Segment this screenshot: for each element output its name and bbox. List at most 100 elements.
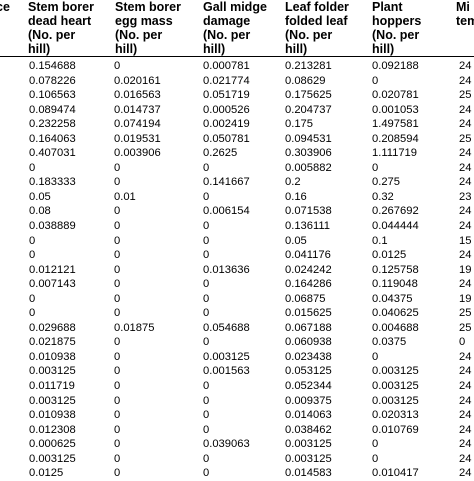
cell-col-min-temp: 25: [459, 307, 472, 320]
cell-plant-hoppers: 0.040625: [372, 307, 419, 320]
cell-stem-borer-dead-heart: 0: [29, 307, 36, 320]
cell-leaf-folder-folded-leaf: 0.2: [285, 176, 301, 189]
cell-leaf-folder-folded-leaf: 0.060938: [285, 336, 332, 349]
cell-stem-borer-egg-mass: 0: [114, 249, 121, 262]
cell-stem-borer-egg-mass: 0: [114, 423, 121, 436]
cell-stem-borer-dead-heart: 0.089474: [29, 103, 76, 116]
cell-stem-borer-dead-heart: 0.164063: [29, 132, 76, 145]
cell-stem-borer-egg-mass: 0: [114, 336, 121, 349]
cell-gall-midge-damage: 0.141667: [203, 176, 250, 189]
cell-stem-borer-egg-mass: 0: [114, 394, 121, 407]
cell-leaf-folder-folded-leaf: 0.136111: [285, 220, 330, 233]
header-gall-midge-damage: Gall midge damage (No. per hill): [203, 0, 267, 56]
cell-gall-midge-damage: 0: [203, 394, 210, 407]
header-line: (No. per: [115, 28, 163, 42]
table-row: 0.089474 0.014737 0.000526 0.204737 0.001053…: [0, 103, 474, 118]
cell-stem-borer-dead-heart: 0.05: [29, 190, 51, 203]
table-row: 0.011719 0 0 0.052344 0.003125 24: [0, 379, 474, 394]
cell-stem-borer-dead-heart: 0.029688: [29, 321, 76, 334]
cell-plant-hoppers: 0.004688: [372, 321, 419, 334]
cell-stem-borer-dead-heart: 0.011719: [29, 380, 75, 393]
cell-stem-borer-egg-mass: 0: [114, 365, 121, 378]
cell-leaf-folder-folded-leaf: 0.071538: [285, 205, 332, 218]
header-line: (No. per: [285, 28, 333, 42]
cell-col-min-temp: 24: [459, 220, 472, 233]
cell-gall-midge-damage: 0: [203, 452, 210, 465]
cell-leaf-folder-folded-leaf: 0.06875: [285, 292, 326, 305]
cell-leaf-folder-folded-leaf: 0.164286: [285, 278, 332, 291]
cell-leaf-folder-folded-leaf: 0.015625: [285, 307, 332, 320]
header-line: hoppers: [372, 14, 422, 28]
cell-col-min-temp: 15: [459, 234, 472, 247]
table-row: 0.164063 0.019531 0.050781 0.094531 0.208594…: [0, 132, 474, 147]
cell-leaf-folder-folded-leaf: 0.003125: [285, 452, 332, 465]
cell-gall-midge-damage: 0: [203, 423, 210, 436]
cell-stem-borer-egg-mass: 0: [114, 60, 121, 72]
cell-plant-hoppers: 0.044444: [372, 220, 419, 233]
cell-stem-borer-dead-heart: 0.012308: [29, 423, 76, 436]
header-stem-borer-egg-mass: Stem borer egg mass (No. per hill): [115, 0, 181, 56]
cell-stem-borer-egg-mass: 0: [114, 234, 121, 247]
header-line: hill): [115, 42, 138, 56]
cell-leaf-folder-folded-leaf: 0.204737: [285, 103, 332, 116]
cell-col-min-temp: 24: [459, 365, 472, 378]
cell-gall-midge-damage: 0: [203, 220, 210, 233]
header-line: Plant: [372, 0, 403, 14]
cell-plant-hoppers: 0.003125: [372, 365, 419, 378]
cell-stem-borer-egg-mass: 0: [114, 176, 121, 189]
table-row: 0.012308 0 0 0.038462 0.010769 24: [0, 423, 474, 438]
header-leaf-folder-folded-leaf: Leaf folder folded leaf (No. per hill): [285, 0, 349, 56]
cell-col-min-temp: 25: [459, 89, 472, 102]
table-row: 0 0 0 0.005882 0 24: [0, 161, 474, 176]
cell-leaf-folder-folded-leaf: 0.08629: [285, 74, 326, 87]
header-line: Stem borer: [115, 0, 181, 14]
cell-plant-hoppers: 0.119048: [372, 278, 418, 291]
cell-col-min-temp: 19: [459, 263, 472, 276]
cell-col-min-temp: 24: [459, 350, 472, 363]
cell-plant-hoppers: 0.010769: [372, 423, 419, 436]
header-line: (No. per: [372, 28, 420, 42]
cell-leaf-folder-folded-leaf: 0.067188: [285, 321, 332, 334]
header-line: (No. per: [203, 28, 251, 42]
cell-col-min-temp: 24: [459, 74, 472, 87]
cell-leaf-folder-folded-leaf: 0.009375: [285, 394, 332, 407]
cell-gall-midge-damage: 0.051719: [203, 89, 250, 102]
cell-leaf-folder-folded-leaf: 0.053125: [285, 365, 332, 378]
cell-stem-borer-dead-heart: 0.000625: [29, 438, 76, 451]
cell-leaf-folder-folded-leaf: 0.175: [285, 118, 313, 131]
cell-stem-borer-dead-heart: 0.106563: [29, 89, 76, 102]
cell-stem-borer-egg-mass: 0: [114, 409, 121, 422]
table-row: 0.010938 0 0.003125 0.023438 0 24: [0, 350, 474, 365]
cell-stem-borer-dead-heart: 0.003125: [29, 452, 76, 465]
header-col-min-temp: Mi tem: [456, 0, 474, 28]
cell-stem-borer-egg-mass: 0: [114, 263, 121, 276]
table-row: 0.154688 0 0.000781 0.213281 0.092188 24: [0, 59, 474, 74]
header-col-partial: ce: [0, 0, 10, 14]
cell-stem-borer-dead-heart: 0.078226: [29, 74, 76, 87]
cell-gall-midge-damage: 0: [203, 467, 210, 480]
cell-stem-borer-egg-mass: 0: [114, 350, 121, 363]
cell-stem-borer-egg-mass: 0.016563: [114, 89, 161, 102]
cell-leaf-folder-folded-leaf: 0.038462: [285, 423, 332, 436]
cell-col-min-temp: 24: [459, 118, 472, 131]
table-row: 0 0 0 0.015625 0.040625 25: [0, 306, 474, 321]
cell-col-min-temp: 24: [459, 60, 472, 72]
table-row: 0 0 0 0.05 0.1 15: [0, 234, 474, 249]
cell-stem-borer-egg-mass: 0: [114, 161, 121, 174]
cell-col-min-temp: 23: [459, 190, 472, 203]
header-line: tem: [456, 14, 474, 28]
cell-gall-midge-damage: 0.013636: [203, 263, 250, 276]
table-row: 0.183333 0 0.141667 0.2 0.275 24: [0, 175, 474, 190]
cell-stem-borer-dead-heart: 0.010938: [29, 350, 76, 363]
table-row: 0.05 0.01 0 0.16 0.32 23: [0, 190, 474, 205]
table-row: 0.407031 0.003906 0.2625 0.303906 1.111719 24: [0, 146, 474, 161]
cell-stem-borer-egg-mass: 0.014737: [114, 103, 161, 116]
cell-stem-borer-egg-mass: 0: [114, 467, 121, 480]
cell-gall-midge-damage: 0.000781: [203, 60, 250, 72]
cell-col-min-temp: 24: [459, 176, 472, 189]
table-row: 0 0 0 0.041176 0.0125 24: [0, 248, 474, 263]
cell-plant-hoppers: 0.020313: [372, 409, 419, 422]
cell-leaf-folder-folded-leaf: 0.052344: [285, 380, 332, 393]
header-plant-hoppers: Plant hoppers (No. per hill): [372, 0, 421, 56]
cell-col-min-temp: 24: [459, 409, 472, 422]
